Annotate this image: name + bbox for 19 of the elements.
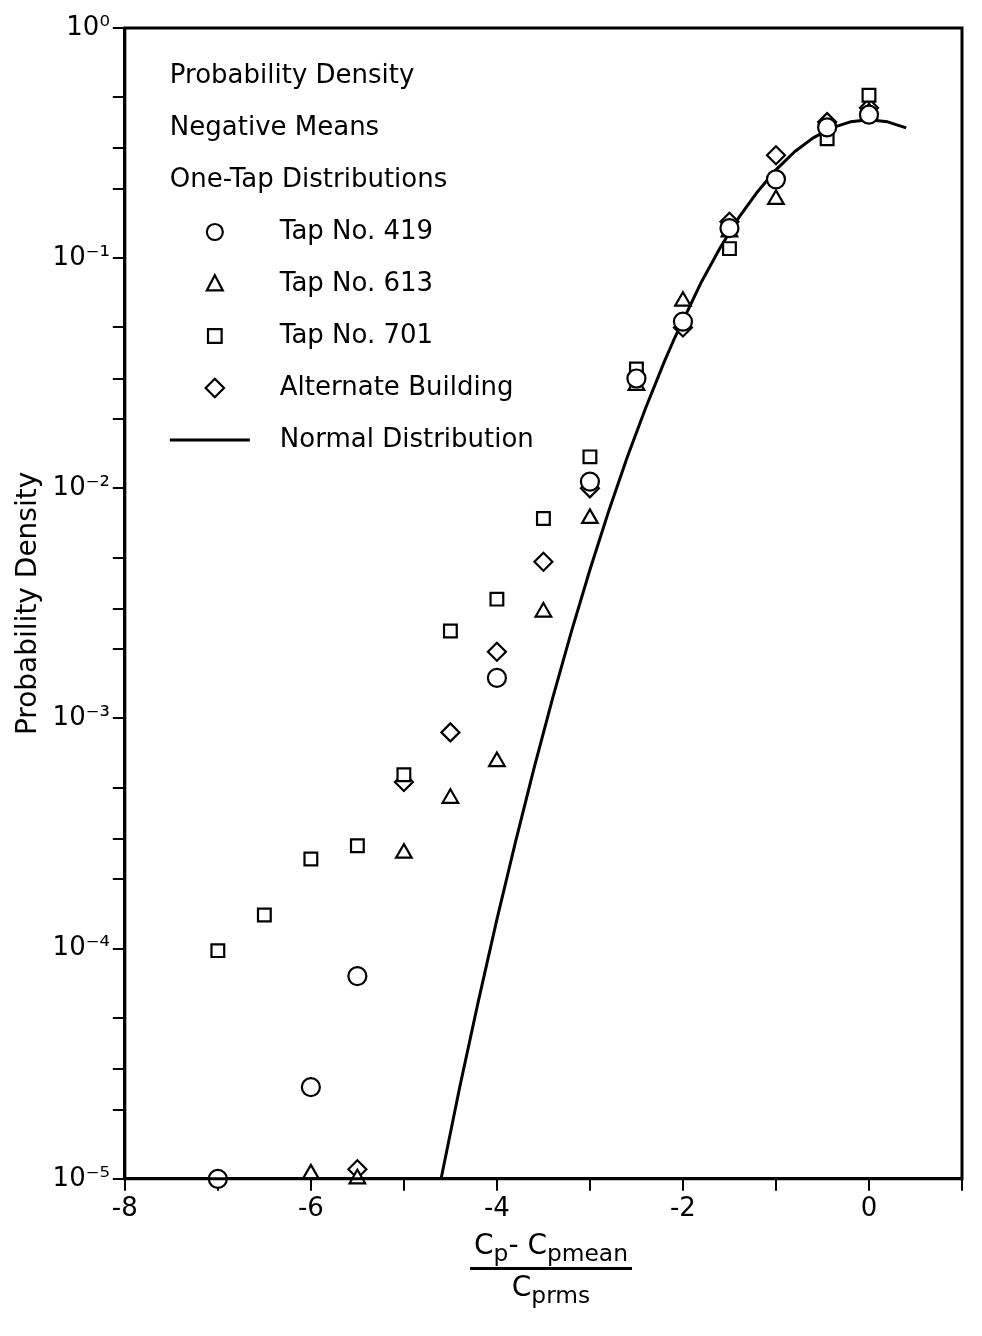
legend-label: Alternate Building (279, 370, 514, 401)
x-tick-label: -6 (297, 1192, 324, 1223)
legend-label: Tap No. 419 (278, 214, 434, 245)
x-tick-label: 0 (860, 1192, 878, 1223)
x-tick-label: -4 (483, 1192, 510, 1223)
y-tick-label: 10⁻⁵ (52, 1161, 110, 1192)
y-tick-label: 10⁻³ (52, 701, 110, 732)
y-tick-label: 10⁻¹ (52, 240, 110, 271)
legend-label: Tap No. 613 (278, 266, 434, 297)
x-axis-title: C$_{p}$- C$_{pmean}$ C$_{prms}$ (473, 1228, 629, 1309)
y-tick-label: 10⁰ (66, 10, 110, 41)
legend-label: Normal Distribution (279, 422, 534, 453)
legend-label: Tap No. 701 (278, 318, 434, 349)
legend-title: Probability Density Negative Means One-Tap Distributions (169, 58, 448, 193)
y-tick-label: 10⁻⁴ (52, 931, 110, 962)
y-tick-label: 10⁻² (52, 471, 110, 502)
y-axis-title: Probability Density (10, 471, 44, 736)
x-tick-label: -8 (111, 1192, 138, 1223)
x-tick-label: -2 (669, 1192, 696, 1223)
